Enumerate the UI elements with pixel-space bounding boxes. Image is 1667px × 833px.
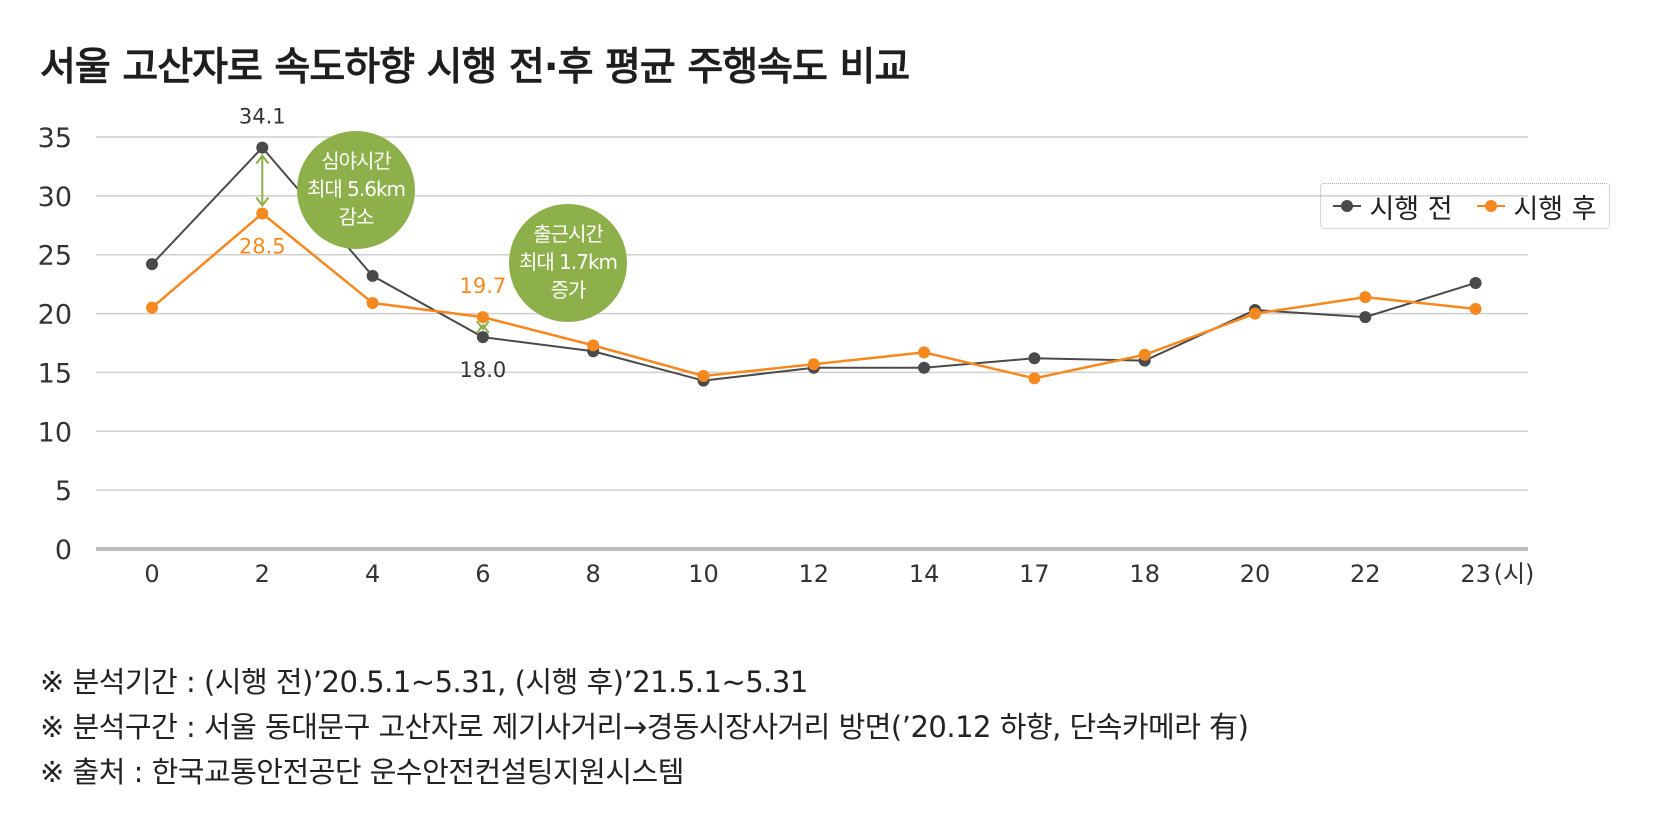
line-chart: 0 5 10 15 20 25 30 35 0 2 4 6 8 10 12 14 17 18 20 22 23 (시) 34… (38, 105, 1535, 588)
x-tick-label: 17 (1019, 560, 1050, 588)
annotation-text: 감소 (339, 205, 374, 229)
y-tick-label: 5 (55, 476, 72, 507)
annotation-bubble (509, 204, 627, 322)
x-tick-label: 4 (365, 560, 380, 588)
annotation-text: 심야시간 (321, 149, 391, 173)
data-label: 19.7 (460, 274, 507, 298)
arrow-head-down-icon (476, 320, 490, 331)
data-label: 34.1 (239, 105, 286, 129)
data-label: 28.5 (239, 235, 286, 259)
x-unit-label: (시) (1494, 560, 1535, 588)
y-tick-label: 30 (38, 182, 72, 213)
arrow-head-up-icon (255, 153, 270, 165)
data-point-before (1028, 352, 1041, 365)
y-tick-label: 35 (38, 123, 72, 154)
data-point-before (366, 269, 379, 282)
data-point-after (1469, 302, 1482, 315)
y-tick-label: 0 (55, 535, 72, 566)
x-tick-label: 14 (909, 560, 940, 588)
y-tick-label: 20 (38, 300, 72, 331)
y-tick-label: 10 (38, 417, 72, 448)
arrow-head-up-icon (476, 323, 490, 334)
data-point-after (918, 346, 931, 359)
x-tick-label: 18 (1129, 560, 1160, 588)
data-point-before (146, 258, 158, 271)
annotation-text: 출근시간 (533, 222, 603, 246)
x-tick-label: 20 (1240, 560, 1271, 588)
legend-label-before: 시행 전 (1369, 193, 1453, 225)
footnotes: ※ 분석기간 : (시행 전)’20.5.1~5.31, (시행 후)’21.5… (40, 660, 1249, 795)
data-point-before (256, 141, 269, 154)
arrow-head-down-icon (255, 196, 270, 208)
footnote-section: ※ 분석구간 : 서울 동대문구 고산자로 제기사거리→경동시장사거리 방면(’… (40, 710, 1249, 744)
annotation-text: 최대 1.7km (519, 250, 617, 274)
data-point-after (587, 339, 600, 352)
chart-legend: 시행 전 시행 후 (1320, 183, 1610, 229)
y-tick-label: 15 (38, 358, 72, 389)
x-tick-label: 0 (144, 560, 159, 588)
data-point-after (1138, 348, 1151, 361)
footnote-source: ※ 출처 : 한국교통안전공단 운수안전컨설팅지원시스템 (40, 755, 684, 789)
x-tick-label: 2 (255, 560, 270, 588)
y-tick-label: 25 (38, 241, 72, 272)
data-point-after (146, 301, 158, 314)
legend-swatch-after-icon (1477, 200, 1506, 212)
data-point-after (476, 311, 489, 324)
data-point-after (256, 207, 269, 220)
data-point-after (807, 358, 820, 371)
legend-item-before: 시행 전 (1333, 187, 1453, 226)
annotation-text: 증가 (551, 278, 586, 302)
page-title: 서울 고산자로 속도하향 시행 전·후 평균 주행속도 비교 (40, 45, 910, 90)
data-point-before (476, 331, 489, 344)
data-point-before (1469, 276, 1482, 289)
data-label: 18.0 (460, 358, 507, 382)
data-point-before (918, 361, 931, 374)
data-point-after (1359, 291, 1372, 304)
annotation-text: 최대 5.6km (307, 177, 405, 201)
data-point-after (1028, 372, 1041, 385)
legend-item-after: 시행 후 (1477, 187, 1597, 226)
data-point-after (366, 296, 379, 309)
x-tick-label: 10 (688, 560, 719, 588)
data-point-after (1249, 307, 1261, 320)
legend-label-after: 시행 후 (1513, 193, 1597, 225)
annotation-bubble (297, 131, 415, 249)
x-tick-label: 12 (799, 560, 830, 588)
x-tick-label: 23 (1460, 560, 1491, 588)
x-tick-label: 6 (475, 560, 490, 588)
data-point-after (697, 369, 710, 382)
x-tick-label: 8 (586, 560, 601, 588)
legend-swatch-before-icon (1333, 200, 1362, 212)
data-point-before (1359, 311, 1372, 324)
x-tick-label: 22 (1350, 560, 1381, 588)
footnote-period: ※ 분석기간 : (시행 전)’20.5.1~5.31, (시행 후)’21.5… (40, 665, 808, 699)
